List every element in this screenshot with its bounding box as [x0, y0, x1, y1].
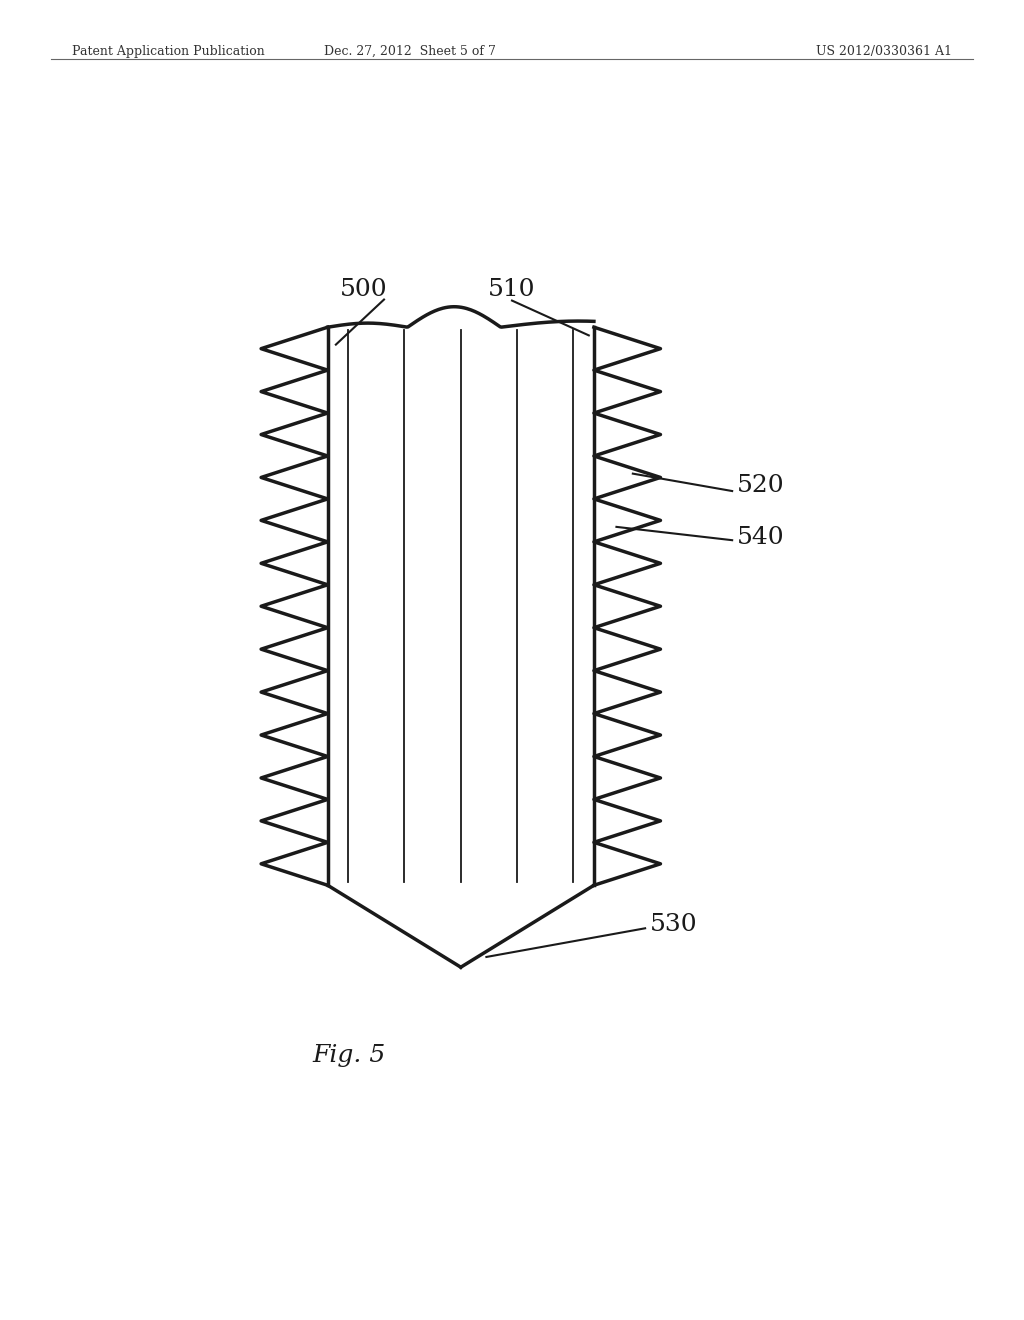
Text: 530: 530 [650, 912, 698, 936]
Text: US 2012/0330361 A1: US 2012/0330361 A1 [816, 45, 952, 58]
Text: Dec. 27, 2012  Sheet 5 of 7: Dec. 27, 2012 Sheet 5 of 7 [324, 45, 496, 58]
Text: 540: 540 [737, 525, 785, 549]
Text: 520: 520 [737, 474, 785, 498]
Text: Patent Application Publication: Patent Application Publication [72, 45, 264, 58]
Text: Fig. 5: Fig. 5 [312, 1044, 386, 1067]
Text: 510: 510 [488, 277, 536, 301]
Text: 500: 500 [340, 277, 387, 301]
